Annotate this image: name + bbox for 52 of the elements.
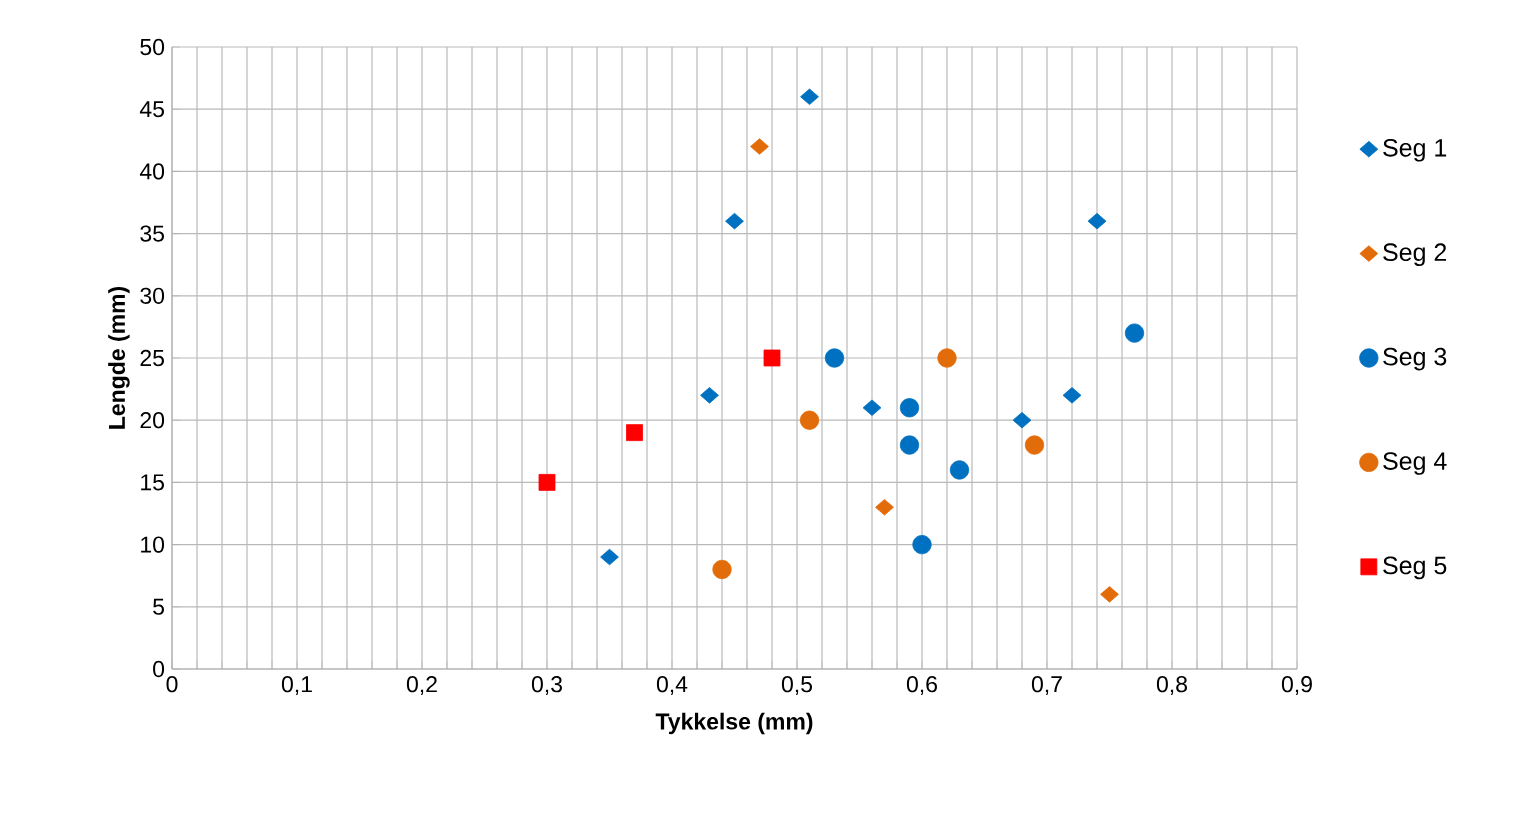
y-tick-label: 20 xyxy=(140,412,165,429)
legend-label: Seg 4 xyxy=(1383,452,1447,475)
legend-label: Seg 1 xyxy=(1383,138,1447,162)
point xyxy=(1124,323,1145,343)
point xyxy=(1024,435,1045,455)
y-tick-label: 45 xyxy=(139,101,164,118)
x-tick-label: 0,2 xyxy=(406,676,437,696)
legend-label: Seg 3 xyxy=(1383,347,1447,371)
point xyxy=(899,435,920,455)
y-tick-label: 30 xyxy=(140,287,165,304)
point xyxy=(626,424,643,442)
x-tick-label: 0,7 xyxy=(1031,676,1062,696)
point xyxy=(800,88,819,105)
point xyxy=(600,548,619,566)
point xyxy=(725,212,744,230)
y-tick-label: 50 xyxy=(140,38,165,56)
x-tick-label: 0 xyxy=(166,676,178,693)
point xyxy=(912,535,932,555)
x-tick-label: 0,6 xyxy=(906,676,937,696)
y-tick-label: 10 xyxy=(141,536,165,553)
y-tick-label: 0 xyxy=(153,660,165,678)
point xyxy=(824,348,845,368)
point xyxy=(763,349,781,367)
x-tick-label: 0,8 xyxy=(1156,676,1187,696)
point xyxy=(538,474,556,491)
point xyxy=(1100,586,1119,603)
y-tick-label: 15 xyxy=(141,474,164,491)
point xyxy=(862,399,882,416)
point xyxy=(937,348,957,368)
x-tick-label: 0,9 xyxy=(1281,676,1312,696)
point xyxy=(899,398,920,418)
y-tick-label: 40 xyxy=(139,163,165,180)
legend-label: Seg 2 xyxy=(1383,243,1447,267)
point xyxy=(1087,212,1107,230)
point xyxy=(750,138,769,155)
point xyxy=(1012,411,1032,429)
y-tick-label: 35 xyxy=(140,225,164,242)
legend-label: Seg 5 xyxy=(1383,556,1447,580)
point xyxy=(875,499,894,516)
point xyxy=(949,460,970,480)
y-tick-label: 25 xyxy=(140,349,164,367)
x-tick-label: 0,4 xyxy=(656,676,688,696)
point xyxy=(712,559,732,580)
point xyxy=(799,410,820,430)
point xyxy=(700,387,719,404)
x-tick-label: 0,5 xyxy=(781,676,813,696)
x-tick-label: 0,1 xyxy=(281,676,312,696)
y-axis-title: Lengde (mm) xyxy=(108,286,130,429)
point xyxy=(1062,387,1082,404)
y-tick-label: 5 xyxy=(153,598,164,615)
x-axis-title: Tykkelse (mm) xyxy=(655,712,813,735)
x-tick-label: 0,3 xyxy=(531,676,562,696)
